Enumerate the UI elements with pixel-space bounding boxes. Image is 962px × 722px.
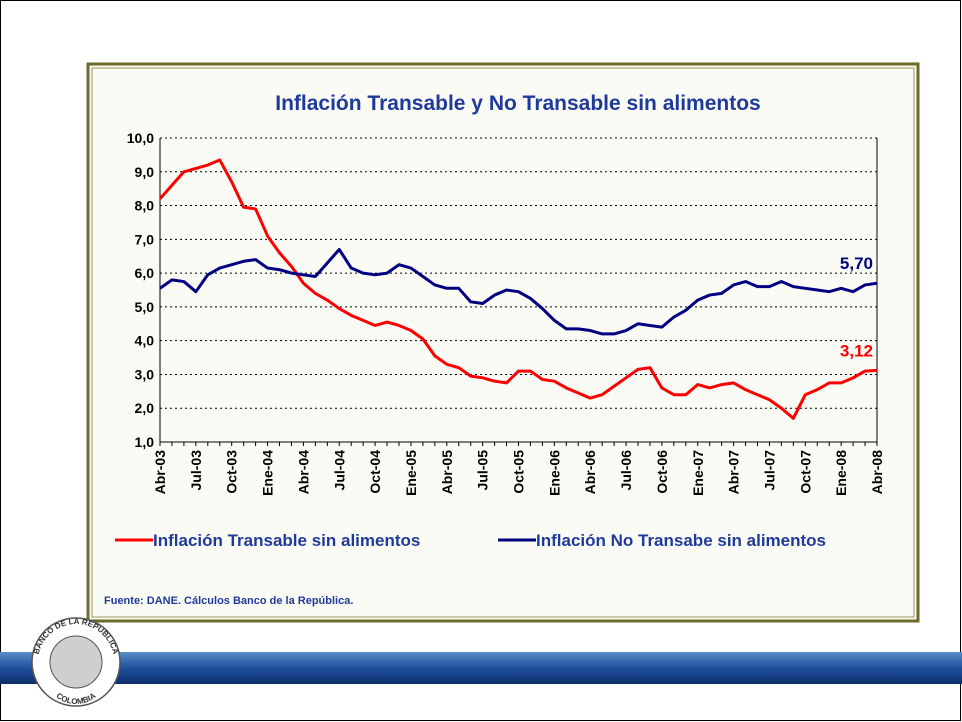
data-label: 5,70 (840, 254, 873, 273)
logo-face (49, 635, 103, 689)
x-tick-label: Oct-06 (654, 450, 670, 494)
x-tick-label: Abr-03 (152, 450, 168, 495)
series-line (158, 158, 878, 420)
y-tick-label: 4,0 (135, 333, 155, 349)
x-tick-label: Ene-05 (403, 450, 419, 496)
source-note: Fuente: DANE. Cálculos Banco de la Repúb… (104, 595, 353, 607)
x-tick-label: Jul-06 (618, 450, 634, 491)
x-tick-label: Oct-05 (511, 450, 527, 494)
logo: BANCO DE LA REPUBLICA COLOMBIA (31, 617, 121, 707)
y-tick-label: 6,0 (135, 265, 155, 281)
legend-label: Inflación No Transabe sin alimentos (536, 531, 826, 550)
y-tick-label: 7,0 (135, 231, 155, 247)
x-tick-label: Jul-04 (331, 450, 347, 491)
chart-frame-inner (91, 67, 915, 618)
footer-band (0, 652, 962, 684)
x-tick-label: Ene-04 (260, 450, 276, 496)
x-tick-label: Oct-07 (797, 450, 813, 494)
y-tick-label: 9,0 (135, 164, 155, 180)
chart-frame (86, 62, 920, 623)
data-label: 3,12 (840, 341, 873, 360)
y-tick-label: 8,0 (135, 198, 155, 214)
x-tick-label: Abr-07 (726, 450, 742, 495)
x-tick-label: Oct-04 (367, 450, 383, 494)
y-tick-label: 1,0 (135, 434, 155, 450)
x-tick-label: Abr-04 (295, 450, 311, 495)
y-tick-label: 5,0 (135, 299, 155, 315)
legend-label: Inflación Transable sin alimentos (153, 531, 420, 550)
chart-title: Inflación Transable y No Transable sin a… (275, 92, 760, 115)
x-tick-label: Ene-06 (546, 450, 562, 496)
logo-bottom: COLOMBIA (55, 691, 98, 706)
x-tick-label: Abr-08 (869, 450, 885, 495)
logo-text: COLOMBIA (55, 691, 98, 706)
x-tick-label: Jul-03 (188, 450, 204, 491)
x-tick-label: Ene-08 (833, 450, 849, 496)
series-line (159, 247, 878, 336)
x-tick-label: Jul-05 (475, 450, 491, 491)
y-tick-label: 2,0 (135, 400, 155, 416)
x-tick-label: Jul-07 (761, 450, 777, 491)
x-tick-label: Oct-03 (224, 450, 240, 494)
x-tick-label: Ene-07 (690, 450, 706, 496)
y-tick-label: 10,0 (127, 130, 154, 146)
x-tick-label: Abr-06 (582, 450, 598, 495)
y-tick-label: 3,0 (135, 366, 155, 382)
x-tick-label: Abr-05 (439, 450, 455, 495)
